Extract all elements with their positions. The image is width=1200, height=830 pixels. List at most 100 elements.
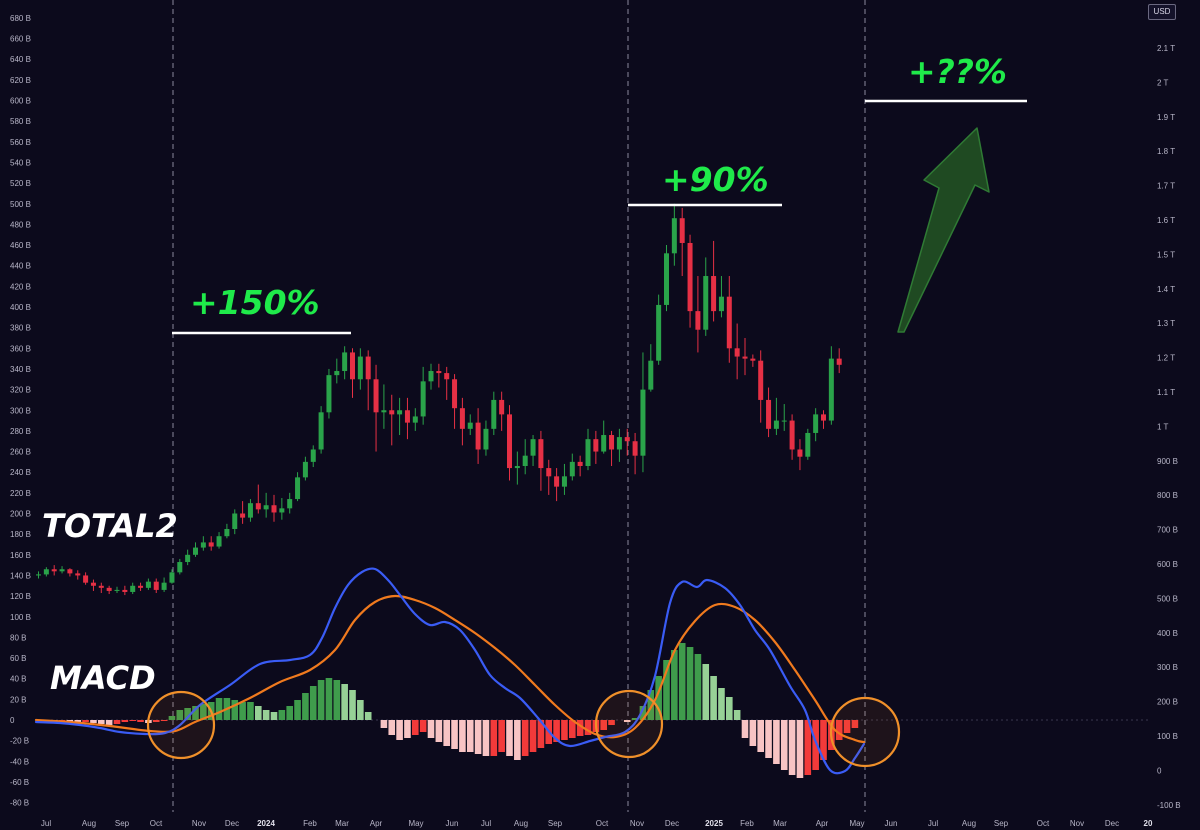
histogram-bar: [773, 720, 780, 764]
left-axis-tick: 260 B: [10, 448, 31, 457]
candle-body: [318, 412, 324, 450]
histogram-bar: [796, 720, 804, 778]
candle-body: [805, 432, 811, 457]
histogram-bar: [553, 720, 560, 742]
time-axis-tick: Aug: [514, 819, 528, 828]
histogram-bar: [113, 720, 121, 724]
time-axis-tick: Sep: [994, 819, 1009, 828]
time-axis-tick: May: [408, 819, 423, 828]
candle-body: [397, 410, 403, 415]
histogram-bar: [655, 676, 662, 720]
time-axis-tick: Aug: [82, 819, 96, 828]
candle-body: [671, 218, 677, 254]
candle-body: [695, 311, 701, 330]
candle-body: [51, 569, 57, 572]
histogram-bar: [152, 720, 160, 722]
histogram-bar: [608, 720, 615, 725]
histogram-bar: [309, 686, 317, 720]
time-axis: Jul Aug Sep Oct Nov Dec 2024 Feb Mar Apr May Jun Jul…: [41, 819, 1153, 828]
candle-body: [185, 554, 191, 563]
target-arrow: [897, 127, 990, 333]
candle-body: [577, 461, 583, 467]
candle-body: [310, 449, 316, 462]
candle-body: [821, 414, 826, 421]
right-axis-tick: 1.5 T: [1157, 250, 1175, 259]
left-axis-tick: 660 B: [10, 35, 31, 44]
currency-button[interactable]: USD: [1148, 4, 1176, 20]
candle-body: [255, 503, 261, 510]
candle-body: [169, 572, 175, 583]
candle-body: [718, 296, 724, 312]
crossover-circle: [829, 696, 901, 768]
candle-body: [200, 542, 206, 548]
right-axis-tick: 100 B: [1157, 732, 1178, 741]
left-axis-tick: -40 B: [10, 757, 29, 766]
right-axis-tick: 2.1 T: [1157, 44, 1175, 53]
candle-body: [593, 439, 599, 452]
time-axis-tick: Dec: [225, 819, 239, 828]
time-axis-tick: 2024: [257, 819, 275, 828]
macd-signal-line: [34, 594, 866, 744]
candle-body: [334, 371, 340, 376]
candle-body: [687, 242, 693, 312]
left-axis-tick: 80 B: [10, 633, 26, 642]
histogram-bar: [678, 643, 686, 720]
time-axis-tick: Nov: [630, 819, 644, 828]
histogram-bar: [121, 720, 129, 722]
time-axis-tick: Feb: [303, 819, 317, 828]
histogram-bar: [514, 720, 521, 760]
left-axis-tick: -60 B: [10, 778, 29, 787]
histogram-bar: [561, 720, 568, 740]
histogram-bar: [325, 678, 333, 720]
left-axis-tick: 240 B: [10, 468, 31, 477]
right-axis-tick: 200 B: [1157, 698, 1178, 707]
candle-body: [98, 585, 104, 588]
right-price-axis: 2.1 T 2 T 1.9 T 1.8 T 1.7 T 1.6 T 1.5 T 1.4 T 1.…: [1157, 44, 1181, 810]
time-axis-tick: Dec: [1105, 819, 1119, 828]
histogram-bar: [521, 720, 529, 756]
histogram-bar: [757, 720, 764, 752]
left-axis-tick: 520 B: [10, 179, 31, 188]
histogram-bar: [576, 720, 584, 736]
candle-body: [601, 435, 607, 452]
candle-body: [499, 399, 505, 415]
right-axis-tick: 2 T: [1157, 78, 1169, 87]
candle-body: [59, 569, 65, 572]
histogram-bar: [718, 688, 725, 720]
candle-body: [263, 505, 269, 510]
right-axis-tick: 1.3 T: [1157, 319, 1175, 328]
histogram-bar: [396, 720, 403, 740]
left-axis-tick: 640 B: [10, 55, 31, 64]
histogram-bar: [82, 720, 89, 722]
right-axis-tick: 500 B: [1157, 594, 1178, 603]
candle-body: [789, 420, 795, 450]
histogram-bar: [733, 710, 741, 720]
left-axis-tick: 680 B: [10, 14, 31, 23]
histogram-bar: [451, 720, 458, 749]
time-axis-tick: Apr: [370, 819, 383, 828]
candle-body: [561, 476, 567, 487]
histogram-bar: [443, 720, 450, 746]
candle-body: [656, 304, 662, 361]
left-axis-tick: 500 B: [10, 200, 31, 209]
histogram-bar: [262, 710, 270, 720]
time-axis-tick: Jul: [928, 819, 938, 828]
candle-body: [452, 379, 458, 409]
histogram-bar: [663, 660, 670, 720]
histogram-bar: [466, 720, 474, 752]
left-axis-tick: 540 B: [10, 158, 31, 167]
histogram-bar: [804, 720, 812, 775]
candle-body: [711, 276, 717, 312]
left-axis-tick: 620 B: [10, 76, 31, 85]
time-axis-tick: Oct: [150, 819, 163, 828]
histogram-bar: [631, 718, 639, 720]
candle-body: [664, 253, 669, 305]
left-axis-tick: 220 B: [10, 489, 31, 498]
histogram-bar: [843, 720, 851, 733]
time-axis-tick: Dec: [665, 819, 679, 828]
left-axis-tick: 420 B: [10, 282, 31, 291]
left-axis-tick: 120 B: [10, 592, 31, 601]
candle-body: [797, 449, 803, 457]
histogram-bar: [623, 720, 631, 722]
left-axis-tick: 180 B: [10, 530, 31, 539]
